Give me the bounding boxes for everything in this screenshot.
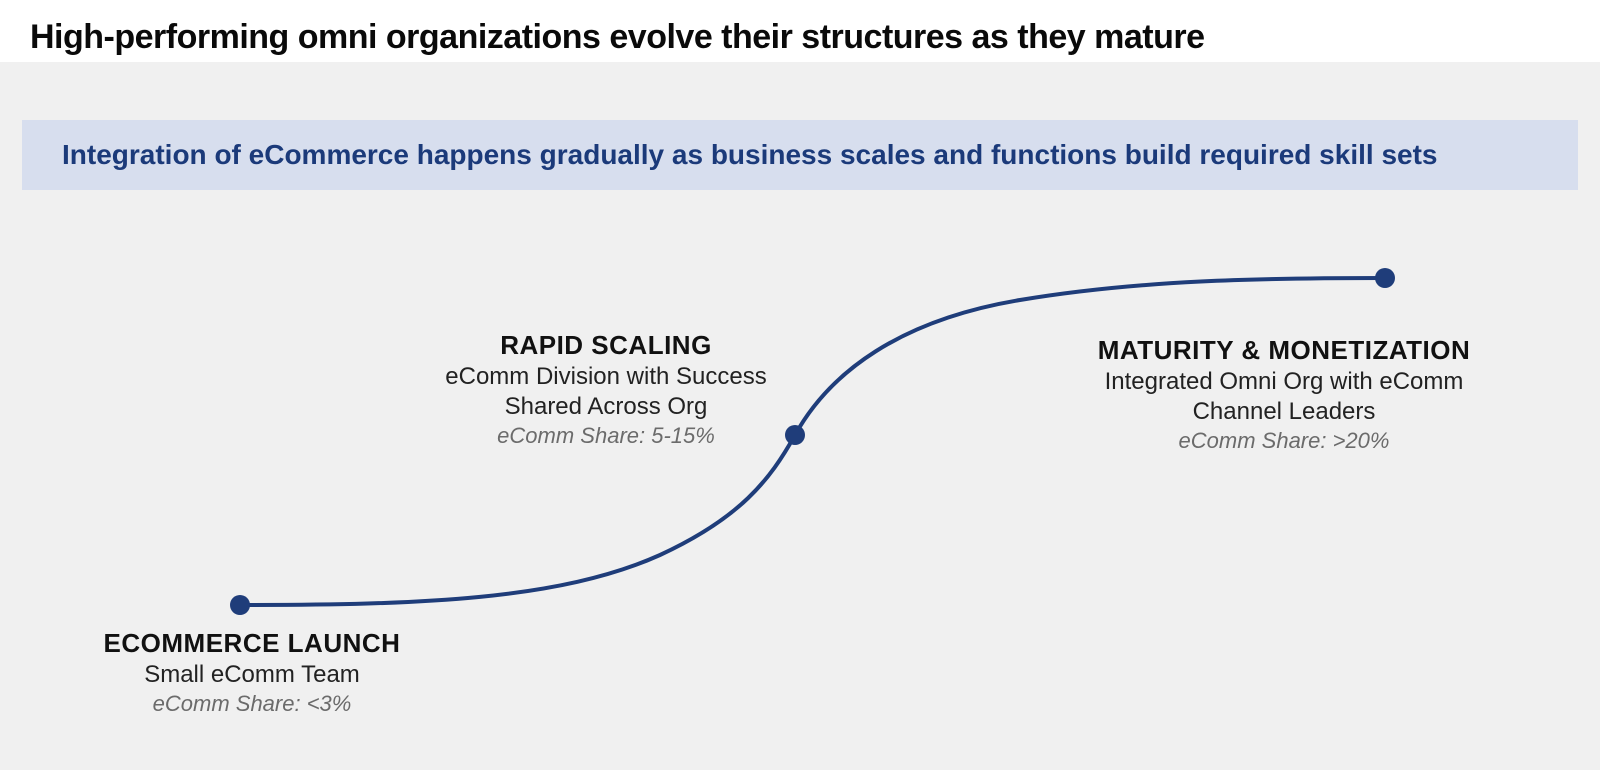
stage-scaling-share: eComm Share: 5-15%	[416, 423, 796, 449]
stage-maturity: MATURITY & MONETIZATION Integrated Omni …	[1059, 335, 1509, 454]
infographic-page: High-performing omni organizations evolv…	[0, 0, 1600, 770]
stage-maturity-title: MATURITY & MONETIZATION	[1059, 335, 1509, 366]
stage-scaling-desc2: Shared Across Org	[416, 393, 796, 421]
stage-launch-share: eComm Share: <3%	[42, 691, 462, 717]
stage-launch-title: ECOMMERCE LAUNCH	[42, 628, 462, 659]
stage-scaling: RAPID SCALING eComm Division with Succes…	[416, 330, 796, 449]
stage-maturity-share: eComm Share: >20%	[1059, 428, 1509, 454]
dot-maturity	[1375, 268, 1395, 288]
stage-launch-desc: Small eComm Team	[42, 661, 462, 689]
stage-scaling-desc1: eComm Division with Success	[416, 363, 796, 391]
stage-scaling-title: RAPID SCALING	[416, 330, 796, 361]
stage-launch: ECOMMERCE LAUNCH Small eComm Team eComm …	[42, 628, 462, 717]
dot-launch	[230, 595, 250, 615]
stage-maturity-desc1: Integrated Omni Org with eComm	[1059, 368, 1509, 396]
stage-maturity-desc2: Channel Leaders	[1059, 398, 1509, 426]
